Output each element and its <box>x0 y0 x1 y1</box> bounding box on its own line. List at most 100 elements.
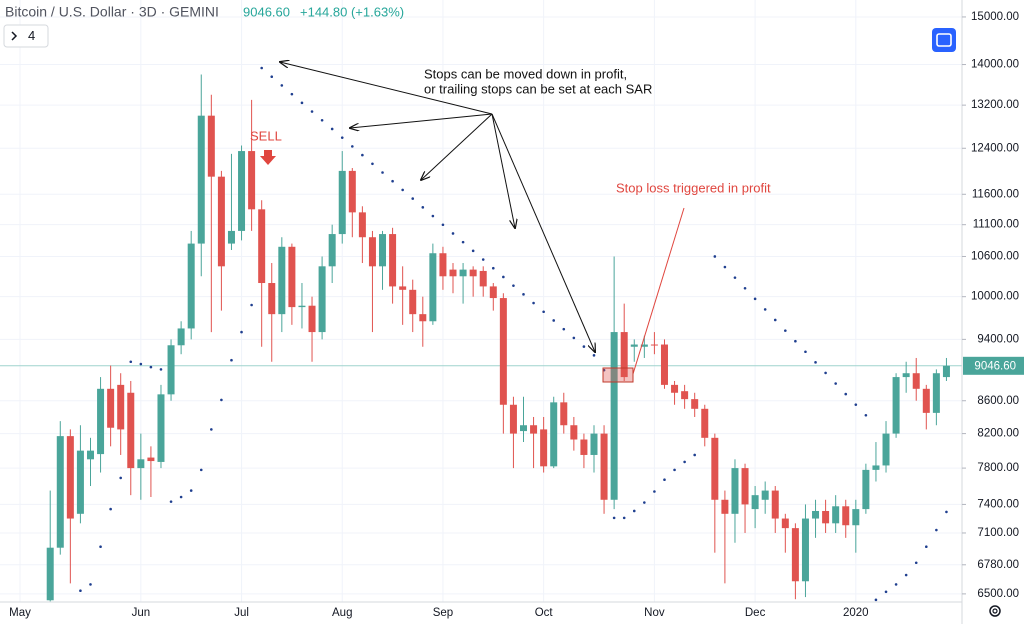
x-tick-label: Nov <box>644 607 665 619</box>
candle-body <box>56 436 64 548</box>
candle-body <box>379 234 387 267</box>
stop-loss-label: Stop loss triggered in profit <box>616 180 771 195</box>
sar-dot <box>864 413 868 417</box>
axes: 15000.00 14000.00 13200.00 12400.00 11600.00… <box>9 11 1024 619</box>
toggle-box[interactable] <box>3 24 49 48</box>
y-tick-label: 9400.00 <box>977 333 1019 345</box>
sar-dot <box>461 240 465 244</box>
sar-dot <box>471 249 475 253</box>
button-icon <box>936 33 952 47</box>
sar-dot <box>421 206 425 209</box>
sar-dot <box>653 490 656 493</box>
candle-body <box>348 170 356 213</box>
candle-body <box>892 377 900 434</box>
sar-dot <box>753 297 757 301</box>
candle-body <box>872 465 880 470</box>
y-tick-label: 8600.00 <box>977 395 1019 407</box>
stop-loss-pointer <box>632 207 685 375</box>
candle-body <box>207 115 215 177</box>
sar-dot <box>743 286 747 290</box>
y-tick-label: 7800.00 <box>977 462 1019 474</box>
candle-body <box>308 305 316 333</box>
candle-body <box>550 402 558 467</box>
candle-body <box>489 286 497 299</box>
candle-body <box>882 433 890 466</box>
candle-body <box>781 518 789 529</box>
candle-body <box>701 408 709 438</box>
candle-body <box>258 209 266 284</box>
candle-body <box>127 392 135 469</box>
candle-body <box>902 373 910 378</box>
candle-body <box>469 269 477 277</box>
candle-body <box>509 404 517 434</box>
sar-dot <box>935 528 938 532</box>
sar-dot <box>451 232 455 235</box>
candle-body <box>660 344 668 385</box>
last-price-tag-label: 9046.60 <box>974 360 1016 372</box>
sar-dot <box>351 145 354 148</box>
sar-dot <box>119 476 122 480</box>
candle-body <box>177 328 185 346</box>
candle-body <box>671 384 679 393</box>
sar-dot <box>361 153 364 157</box>
candle-body <box>731 468 739 514</box>
sar-dot <box>411 197 415 200</box>
sar-dot <box>371 162 374 166</box>
candle-body <box>932 373 940 413</box>
candle-body <box>600 433 608 500</box>
last-price-tag <box>963 356 1024 375</box>
fullscreen-button[interactable] <box>932 28 956 52</box>
candle-body <box>338 170 346 235</box>
candle-body <box>761 490 769 500</box>
sar-dot <box>814 361 817 364</box>
sar-dot <box>804 350 807 354</box>
y-tick-label: 14000.00 <box>971 59 1019 71</box>
sell-label: SELL <box>250 128 282 143</box>
candle-body <box>751 495 759 510</box>
x-tick-label: Jun <box>132 607 151 619</box>
sar-dot <box>512 284 515 287</box>
settings-button[interactable] <box>989 605 1001 617</box>
candle-body <box>560 402 568 426</box>
sar-dot <box>733 276 737 279</box>
x-tick-label: Sep <box>433 607 453 619</box>
candle-body <box>842 506 850 526</box>
candle-body <box>520 425 527 432</box>
candle-body <box>157 394 165 462</box>
x-tick-label: Oct <box>535 607 554 619</box>
candle-body <box>409 289 417 315</box>
sar-dot <box>884 590 888 594</box>
y-tick-label: 7100.00 <box>977 527 1019 539</box>
x-tick-label: Jul <box>234 607 249 619</box>
candle-body <box>167 345 175 395</box>
candle-body <box>117 384 125 430</box>
y-tick-label: 11100.00 <box>973 219 1019 231</box>
gear-icon[interactable] <box>989 605 1001 617</box>
annotation-arrow <box>491 113 595 352</box>
x-tick-label: 2020 <box>843 607 869 619</box>
indicator-count: 4 <box>28 28 35 43</box>
candle-body <box>187 243 195 329</box>
indicator-toggle[interactable]: 4 <box>3 24 49 48</box>
button-bg[interactable] <box>932 28 956 52</box>
sar-dot <box>572 336 576 340</box>
sar-dot <box>179 495 183 499</box>
candle-body <box>711 437 719 500</box>
annotation-text: Stops can be moved down in profit, <box>424 66 627 81</box>
sar-dot <box>391 179 394 183</box>
candle-body <box>97 388 105 455</box>
candle-body <box>479 270 487 287</box>
candle-body <box>137 459 145 469</box>
candle-body <box>650 344 658 346</box>
candle-body <box>76 450 84 514</box>
candle-body <box>147 457 155 462</box>
sar-dot <box>522 293 525 296</box>
sar-dot <box>280 84 284 87</box>
sar-dot <box>220 398 223 402</box>
chevron-icon <box>11 31 18 41</box>
stop-loss-box <box>602 367 634 383</box>
sar-dot <box>139 362 143 366</box>
candle-body <box>912 373 920 389</box>
x-tick-label: Aug <box>332 607 352 619</box>
gear-center <box>992 608 998 614</box>
